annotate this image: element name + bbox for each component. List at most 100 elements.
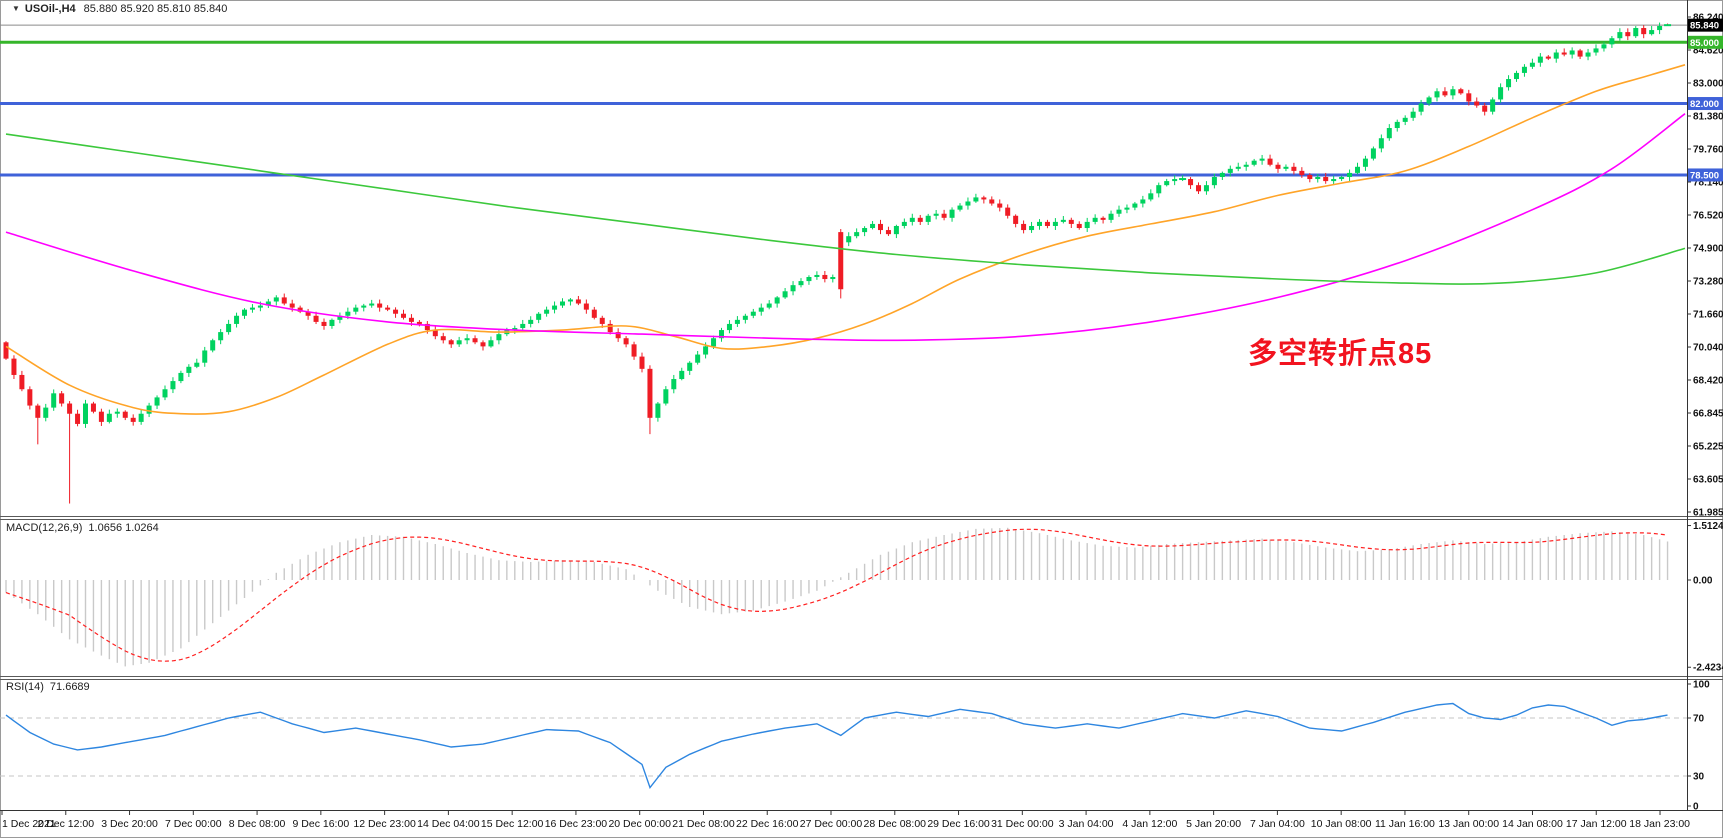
candle-body xyxy=(870,223,876,229)
candle-body xyxy=(1188,179,1194,186)
candle-body xyxy=(1092,217,1098,222)
candle-body xyxy=(3,342,9,359)
candle-body xyxy=(242,309,247,316)
candle-body xyxy=(281,297,287,304)
candle-body xyxy=(1521,66,1527,73)
candle-body xyxy=(257,305,263,308)
candle-body xyxy=(1370,148,1376,159)
candle-body xyxy=(114,411,120,414)
candle-body xyxy=(369,303,375,306)
candle-body xyxy=(862,228,868,233)
candle-body xyxy=(726,323,732,331)
candle-body xyxy=(1609,38,1615,45)
fast-ma-line xyxy=(5,64,1686,415)
candle-body xyxy=(321,321,327,326)
candle-body xyxy=(1617,32,1623,39)
candle-body xyxy=(790,285,796,292)
candle-body xyxy=(917,217,923,222)
candle-body xyxy=(1347,172,1353,177)
ohlc-values: 85.880 85.920 85.810 85.840 xyxy=(83,3,228,15)
candle-body xyxy=(186,366,192,373)
candle-body xyxy=(631,344,637,357)
candle-body xyxy=(98,411,104,422)
candle-body xyxy=(854,232,860,237)
candle-body xyxy=(520,323,526,329)
candle-body xyxy=(1299,170,1305,175)
candle-body xyxy=(822,274,828,280)
candle-body xyxy=(814,274,820,277)
candle-body xyxy=(1339,176,1345,180)
candle-body xyxy=(560,301,565,306)
candle-body xyxy=(448,340,454,345)
time-tick-label: 3 Jan 04:00 xyxy=(1059,818,1114,830)
candle-body xyxy=(798,281,804,286)
candle-body xyxy=(1410,111,1416,118)
candle-body xyxy=(1362,158,1368,167)
candle-body xyxy=(472,338,478,343)
candle-body xyxy=(154,397,160,406)
time-tick-label: 3 Dec 20:00 xyxy=(101,818,158,830)
rsi-axis-label: 30 xyxy=(1693,772,1705,783)
macd-name: MACD(12,26,9) xyxy=(6,522,83,534)
price-tick-label: 70.040 xyxy=(1693,343,1723,354)
candle-body xyxy=(305,311,311,316)
chart-title: ▼ USOil-,H4 85.880 85.920 85.810 85.840 xyxy=(12,3,227,15)
candle-body xyxy=(1259,158,1265,161)
candle-body xyxy=(1211,176,1217,186)
candle-body xyxy=(1243,164,1249,167)
time-tick-label: 10 Jan 08:00 xyxy=(1311,818,1372,830)
candle-body xyxy=(146,405,152,414)
rsi-value: 71.6689 xyxy=(49,681,90,693)
price-tick-label: 63.605 xyxy=(1693,475,1723,486)
time-tick-label: 14 Dec 04:00 xyxy=(417,818,480,830)
candle-body xyxy=(130,417,136,422)
candle-body xyxy=(1641,28,1647,35)
time-tick-label: 5 Jan 20:00 xyxy=(1186,818,1241,830)
candle-body xyxy=(742,315,748,320)
candle-body xyxy=(424,323,430,331)
candle-body xyxy=(1323,176,1329,182)
candle-body xyxy=(695,354,701,363)
time-tick-label: 20 Dec 00:00 xyxy=(608,818,671,830)
symbol-dropdown-icon[interactable]: ▼ xyxy=(12,4,20,13)
candle-body xyxy=(1355,166,1360,173)
slow-ma-line xyxy=(5,133,1686,285)
candle-body xyxy=(1561,52,1567,55)
macd-signal-line xyxy=(5,528,1668,662)
candle-body xyxy=(1132,203,1138,208)
candle-body xyxy=(1378,138,1384,149)
candle-body xyxy=(1657,25,1663,31)
candle-body xyxy=(480,342,486,347)
time-tick-label: 14 Jan 08:00 xyxy=(1502,818,1563,830)
rsi-indicator-label: RSI(14) 71.6689 xyxy=(6,681,90,693)
candle-body xyxy=(194,362,200,367)
time-tick-label: 15 Dec 12:00 xyxy=(481,818,544,830)
candle-body xyxy=(1156,185,1162,194)
candle-body xyxy=(1394,121,1400,129)
rsi-name: RSI(14) xyxy=(6,681,44,693)
candle-body xyxy=(35,405,41,418)
candle-body xyxy=(1593,48,1599,53)
price-tick-label: 81.380 xyxy=(1693,112,1723,123)
candle-body xyxy=(989,199,995,204)
candle-body xyxy=(432,330,438,337)
macd-indicator-label: MACD(12,26,9) 1.0656 1.0264 xyxy=(6,522,159,534)
mid-ma-line xyxy=(5,113,1686,342)
candle-body xyxy=(957,205,963,210)
candle-body xyxy=(528,319,534,324)
candle-body xyxy=(909,217,915,222)
candle-body xyxy=(1545,56,1551,59)
candle-body xyxy=(679,370,685,380)
candle-body xyxy=(313,315,319,322)
symbol-period-label: USOil-,H4 xyxy=(24,3,76,15)
chart-annotation-text[interactable]: 多空转折点85 xyxy=(1248,338,1433,370)
candle-body xyxy=(337,315,343,320)
candle-body xyxy=(1235,166,1241,169)
price-tick-label: 76.520 xyxy=(1693,211,1723,222)
candle-body xyxy=(1442,91,1448,96)
time-tick-label: 18 Jan 23:00 xyxy=(1629,818,1690,830)
price-tick-label: 86.240 xyxy=(1693,13,1723,24)
candle-body xyxy=(1601,44,1607,49)
time-tick-label: 29 Dec 16:00 xyxy=(927,818,990,830)
